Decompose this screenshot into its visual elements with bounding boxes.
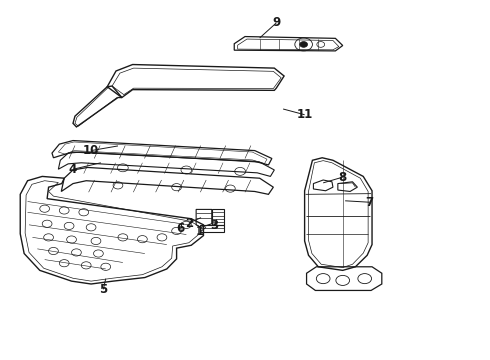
Text: 6: 6 [176,222,185,235]
Text: 7: 7 [366,196,374,209]
Text: 2: 2 [185,216,193,230]
Text: 9: 9 [272,17,280,30]
Text: 4: 4 [69,163,77,176]
Text: 5: 5 [99,283,107,296]
Text: 3: 3 [211,219,219,233]
Text: 11: 11 [296,108,313,121]
Text: 1: 1 [196,225,204,238]
Text: 8: 8 [339,171,347,184]
Text: 10: 10 [83,144,99,157]
Circle shape [300,41,308,47]
